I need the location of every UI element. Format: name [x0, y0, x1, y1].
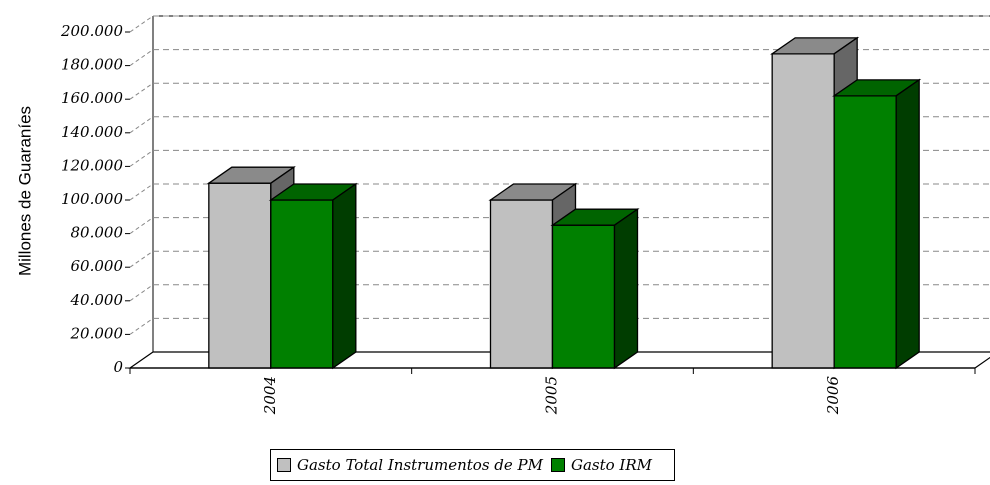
y-tick-label: 0: [113, 358, 123, 376]
x-tick-label: 2005: [543, 376, 561, 415]
gridline-side: [129, 317, 154, 335]
y-axis-label: Millones de Guaraníes: [15, 106, 34, 276]
bar-2004-series-1-side: [332, 182, 357, 370]
legend-label-irm: Gasto IRM: [570, 456, 653, 474]
gridline-side: [129, 49, 154, 67]
gridline-side: [129, 217, 154, 235]
legend-swatch-total: [277, 458, 291, 472]
y-tick-label: 140.000: [61, 123, 123, 141]
gridline-side: [129, 15, 154, 33]
gridline-side: [129, 116, 154, 134]
bar-2006-series-1-front: [833, 95, 897, 369]
y-tick-label: 200.000: [60, 22, 123, 40]
y-tick-label: 60.000: [71, 257, 124, 275]
bar-2005-series-0-front: [489, 199, 554, 369]
y-tick-label: 120.000: [61, 156, 123, 174]
bar-2006-series-0-front: [771, 53, 835, 369]
legend-label-total: Gasto Total Instrumentos de PM: [297, 456, 543, 474]
bar-2005-series-1: [550, 207, 640, 370]
bar-chart: 0 20.000 40.000 60.000 80.000 100.000 120.000 1…: [15, 15, 990, 416]
bar-2004-series-1-front: [270, 199, 334, 369]
bar-2006-series-1-side: [895, 78, 920, 370]
gridline-side: [129, 284, 154, 302]
y-tick-label: 20.000: [70, 324, 124, 342]
legend: Gasto Total Instrumentos de PM Gasto IRM: [270, 449, 676, 481]
gridline-side: [129, 183, 154, 201]
bar-2004-series-0-front: [208, 182, 272, 369]
y-tick-label: 40.000: [70, 291, 124, 309]
legend-item-irm: Gasto IRM: [550, 456, 653, 474]
legend-item-total: Gasto Total Instrumentos de PM: [277, 456, 543, 474]
bar-2005-series-1-front: [551, 224, 616, 369]
y-tick-label: 180.000: [61, 56, 123, 74]
gridline-side: [129, 82, 154, 100]
bar-2005-series-1-side: [613, 207, 639, 370]
gridline-side: [129, 149, 154, 167]
x-tick-label: 2004: [261, 376, 279, 415]
gridline-side: [129, 250, 154, 268]
y-tick-label: 100.000: [61, 190, 123, 208]
y-tick-labels: 0 20.000 40.000 60.000 80.000 100.000 120.000 1…: [60, 22, 123, 376]
x-tick-labels: 2004 2005 2006: [261, 376, 842, 416]
x-tick-label: 2006: [824, 376, 842, 416]
y-tick-label: 80.000: [71, 224, 124, 242]
axes: [125, 31, 976, 374]
legend-swatch-irm: [550, 458, 565, 472]
y-tick-label: 160.000: [61, 89, 123, 107]
bar-2004-series-1: [268, 182, 358, 370]
bar-2006-series-1: [832, 78, 922, 370]
bars: [206, 36, 922, 370]
